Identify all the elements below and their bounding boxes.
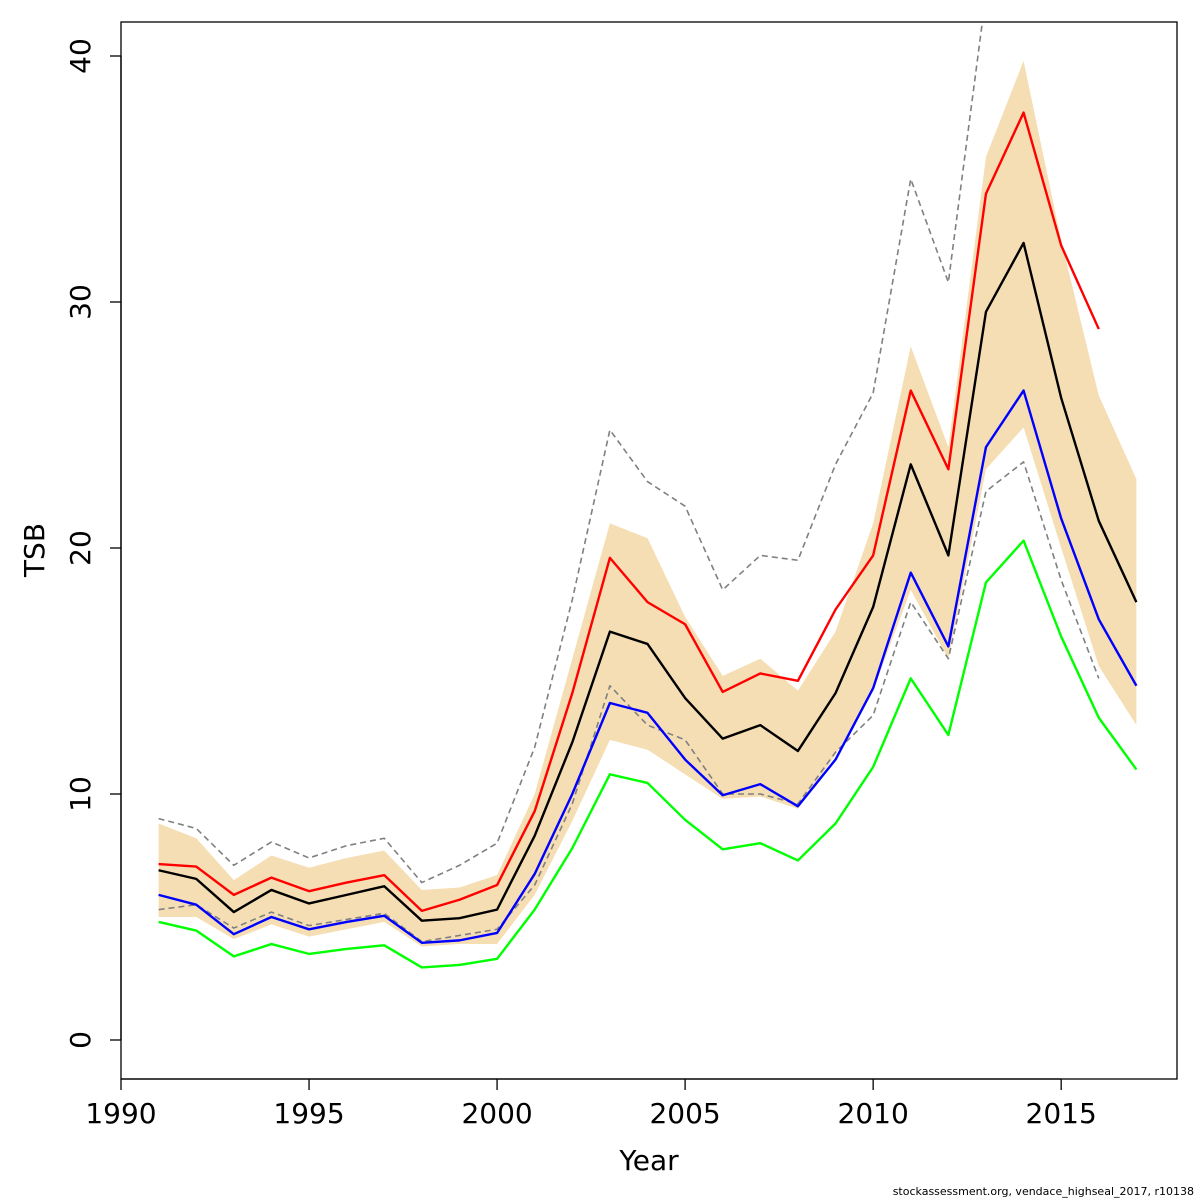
footer-caption: stockassessment.org, vendace_highseal_20… (892, 1185, 1194, 1198)
y-tick-label: 40 (64, 38, 97, 74)
series-line-dashed-dashed-4 (158, 22, 984, 884)
x-axis-label: Year (618, 1144, 679, 1177)
x-tick-label: 1995 (273, 1097, 344, 1130)
x-tick-label: 2005 (649, 1097, 720, 1130)
x-tick-label: 2010 (838, 1097, 909, 1130)
y-axis: 0 10 20 30 40 (64, 38, 122, 1049)
y-tick-label: 0 (64, 1031, 97, 1049)
x-tick-label: 2000 (461, 1097, 532, 1130)
x-tick-label: 1990 (85, 1097, 156, 1130)
y-tick-label: 10 (64, 776, 97, 812)
confidence-band (158, 60, 1137, 947)
x-axis: 1990 1995 2000 2005 2010 2015 (85, 1078, 1097, 1130)
y-axis-label: TSB (18, 523, 51, 578)
y-tick-label: 20 (64, 530, 97, 566)
series-line-blue-2 (158, 389, 1138, 945)
series-line-main-0 (158, 241, 1138, 922)
series-line-green-3 (158, 539, 1138, 969)
x-tick-label: 2015 (1026, 1097, 1097, 1130)
y-tick-label: 30 (64, 284, 97, 320)
series-lines-layer (158, 22, 1138, 969)
confidence-band-layer (158, 60, 1137, 947)
series-line-dashed-dashed-5 (158, 461, 1100, 943)
series-line-red-1 (158, 111, 1100, 913)
